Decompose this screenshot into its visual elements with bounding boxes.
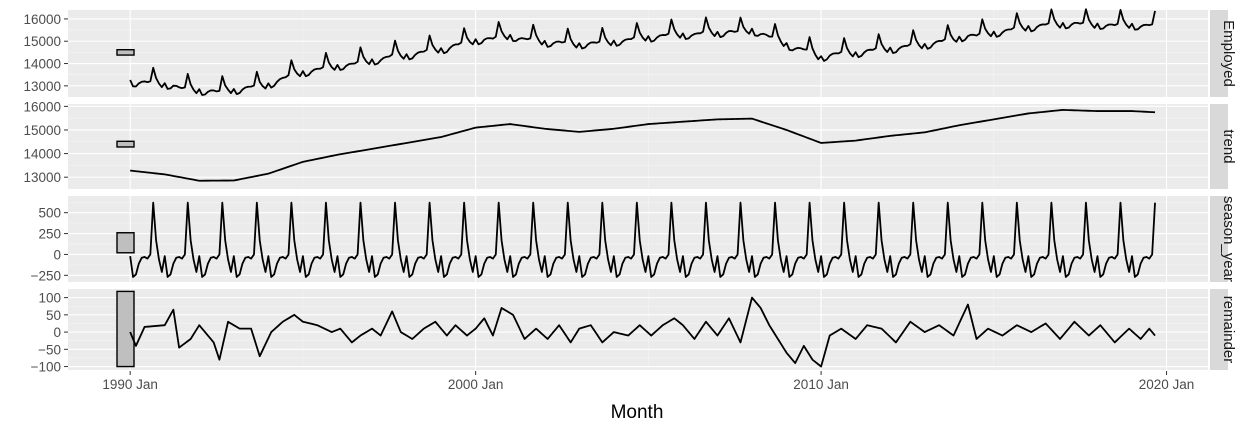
scale-bar	[116, 290, 135, 368]
scale-bar	[116, 49, 135, 56]
panel-2: 16000 15000 14000 13000 trend	[23, 99, 1237, 189]
panel-background	[68, 289, 1208, 370]
series-line-Employed	[129, 8, 1156, 96]
x-tick-label: 2020 Jan	[1139, 377, 1195, 392]
facet-strip-label: remainder	[1220, 296, 1237, 364]
y-tick-label: −50	[38, 342, 61, 357]
x-tick-label: 2010 Jan	[793, 377, 849, 392]
y-tick-label: 15000	[23, 34, 61, 49]
y-tick-label: 50	[46, 308, 61, 323]
facet-strip-label: trend	[1220, 129, 1237, 163]
panel-1: 16000 15000 14000 13000 Employed	[23, 8, 1237, 97]
x-tick-label: 2000 Jan	[448, 377, 504, 392]
panel-4: 100 50 0 −50 −100 remainder	[31, 289, 1237, 375]
y-tick-label: 500	[38, 206, 61, 221]
y-tick-label: −250	[31, 268, 61, 283]
x-tick-label: 1990 Jan	[102, 377, 158, 392]
series-line-season-year	[129, 201, 1156, 278]
y-tick-label: 14000	[23, 57, 61, 72]
scale-bar	[116, 140, 135, 148]
facet-strip-label: season_year	[1220, 196, 1237, 282]
panel-background	[68, 10, 1208, 97]
series-line-trend	[130, 109, 1156, 182]
facet-strip	[1210, 196, 1228, 282]
y-tick-label: 16000	[23, 99, 61, 114]
panel-background	[68, 104, 1208, 189]
facet-strip	[1210, 10, 1228, 97]
y-tick-label: 250	[38, 227, 61, 242]
facet-strip	[1210, 289, 1228, 370]
y-tick-label: 15000	[23, 123, 61, 138]
facet-panels: 16000 15000 14000 13000 Employed 16000 15000 14…	[23, 8, 1237, 375]
y-tick-label: 14000	[23, 147, 61, 162]
y-tick-label: 13000	[23, 170, 61, 185]
scale-bar	[116, 232, 135, 254]
y-tick-label: 16000	[23, 12, 61, 27]
x-axis: 1990 Jan 2000 Jan 2010 Jan 2020 Jan	[102, 371, 1194, 392]
panel-3: 500 250 0 −250 season_year	[31, 196, 1237, 283]
y-tick-label: 100	[38, 291, 61, 306]
facet-strip	[1210, 104, 1228, 189]
y-tick-label: 13000	[23, 79, 61, 94]
series-line-remainder	[129, 296, 1156, 368]
y-tick-label: 0	[53, 247, 61, 262]
facet-strip-label: Employed	[1220, 20, 1237, 87]
y-tick-label: 0	[53, 325, 61, 340]
x-axis-title: Month	[611, 402, 664, 423]
y-tick-label: −100	[31, 360, 61, 375]
